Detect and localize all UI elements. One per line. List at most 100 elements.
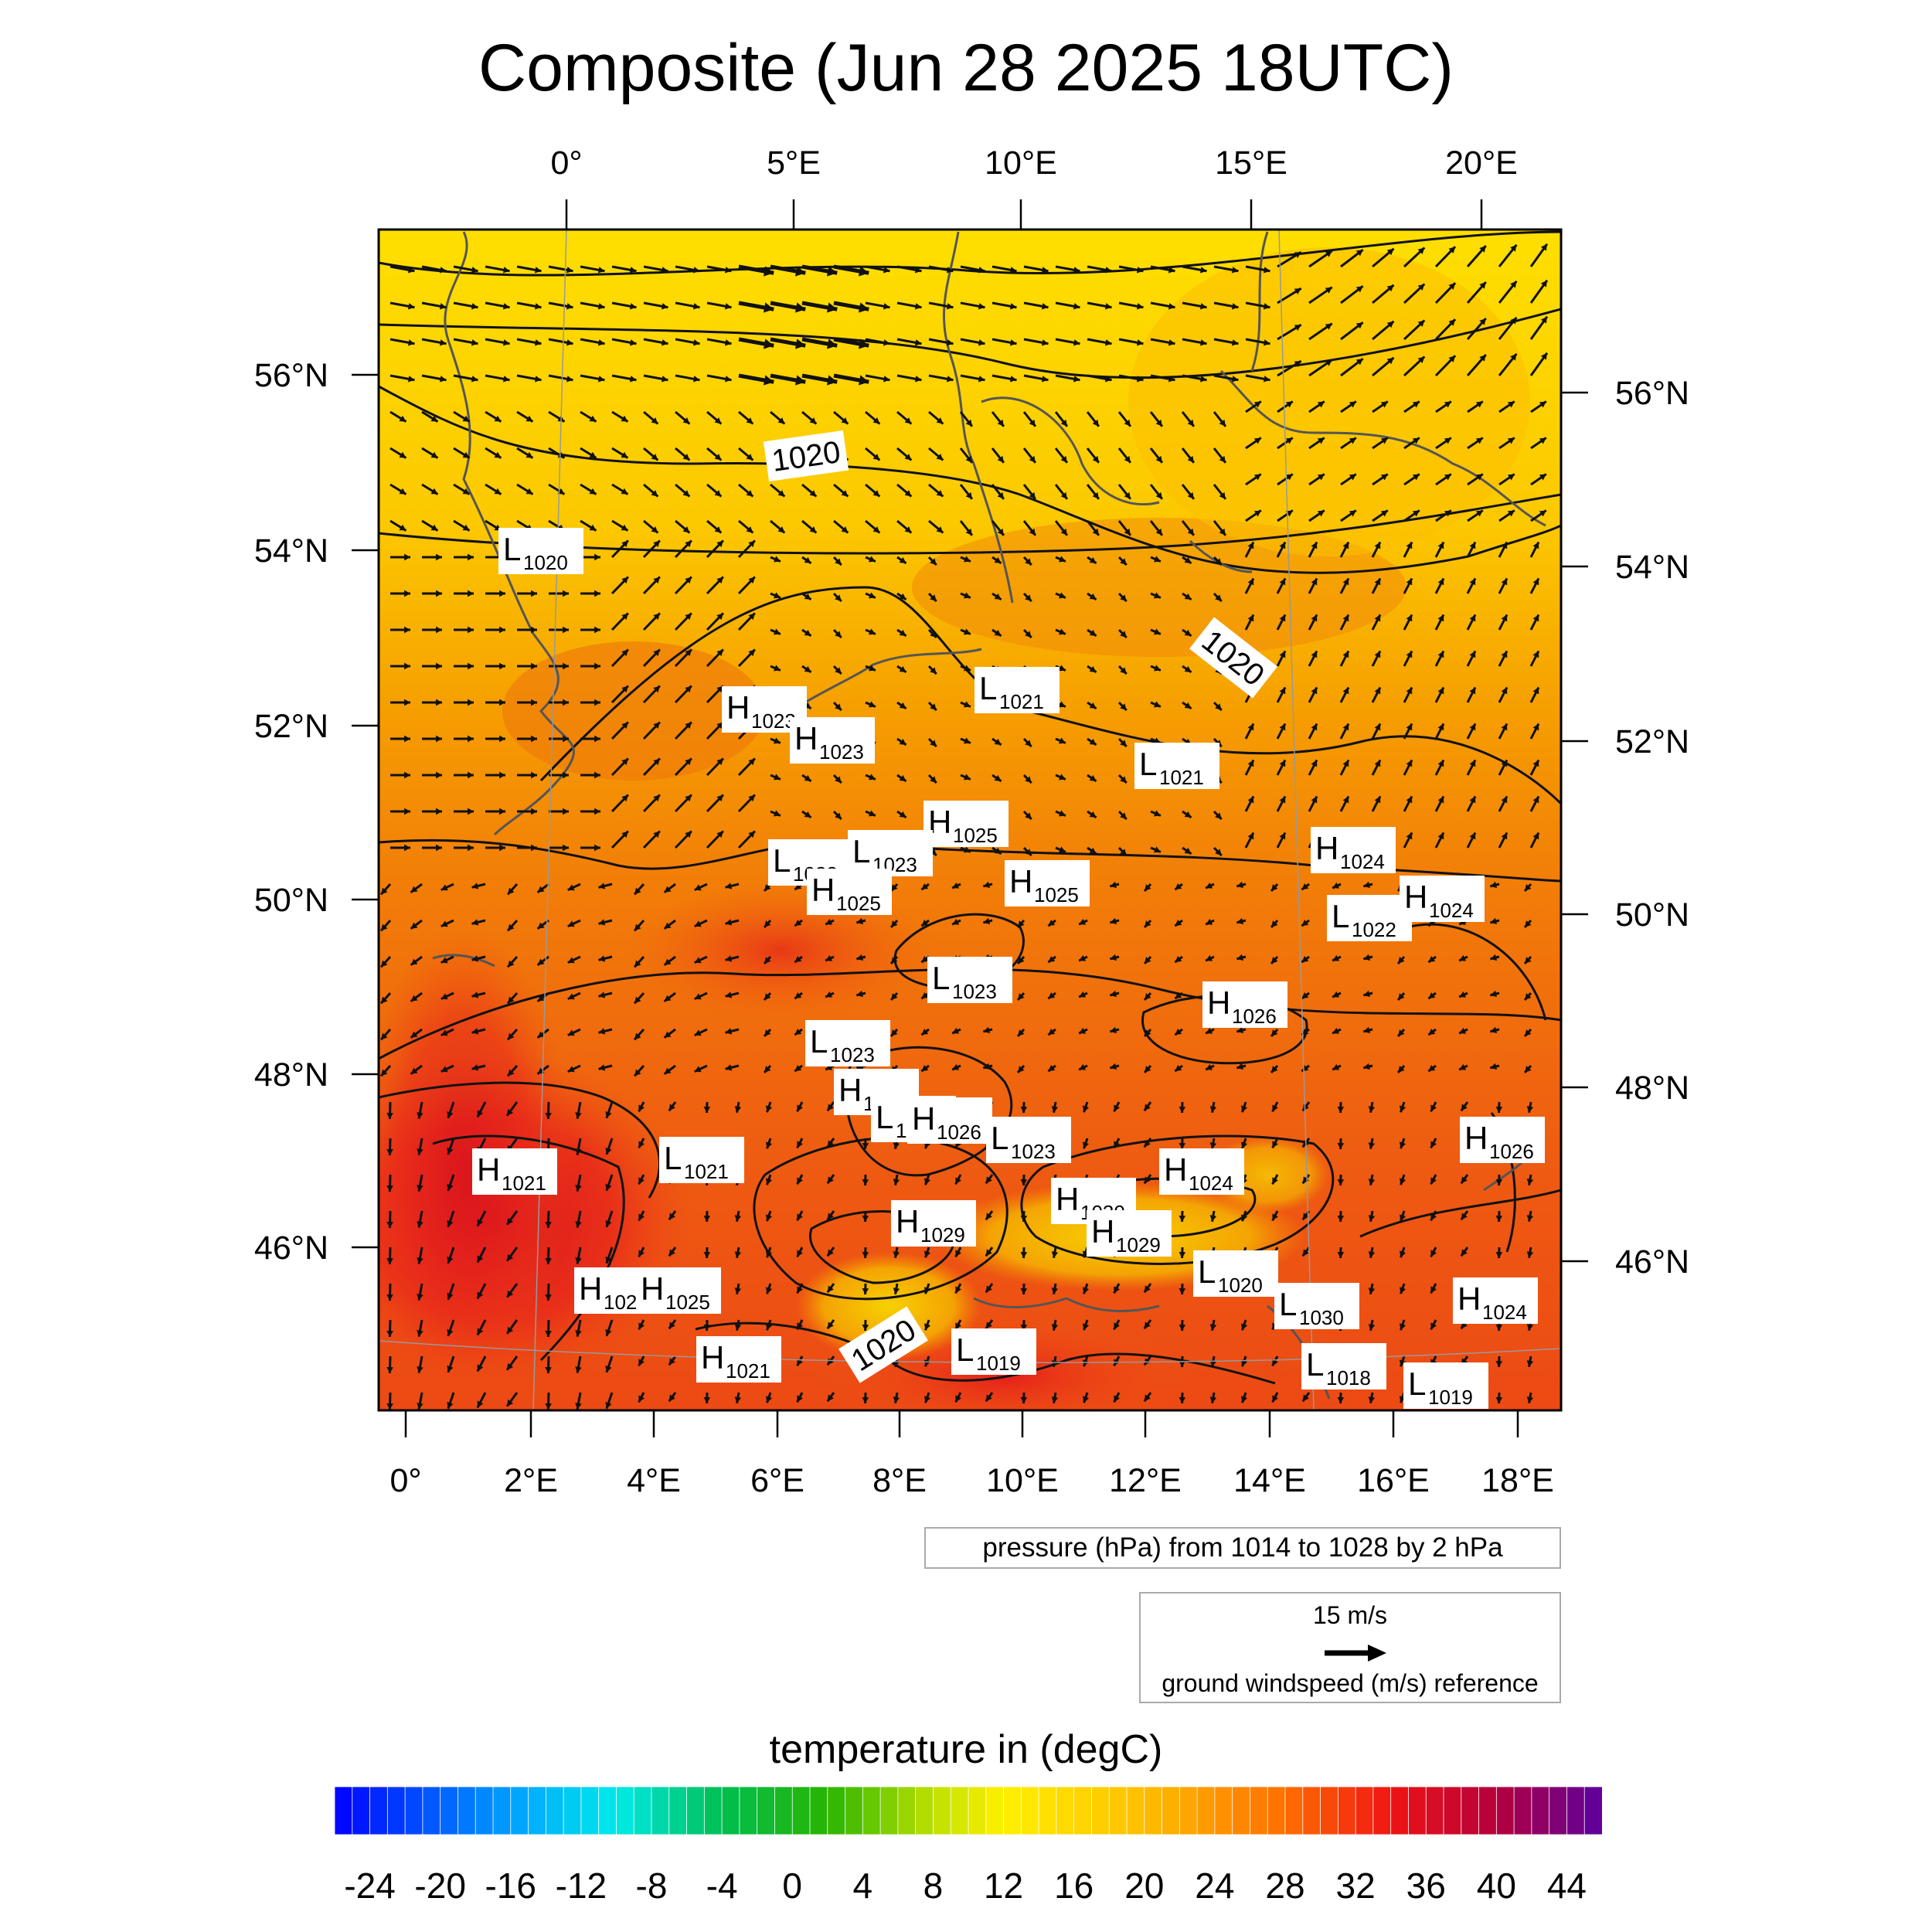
wind-arrowhead: [1279, 542, 1286, 549]
wind-arrowhead: [764, 1066, 771, 1073]
wind-arrowhead: [1398, 1066, 1405, 1073]
wind-arrowhead: [1368, 1396, 1376, 1403]
lat-label-right: 56°N: [1615, 375, 1689, 412]
wind-arrowhead: [694, 920, 702, 927]
wind-arrowhead: [597, 267, 605, 274]
wind-arrowhead: [1374, 651, 1381, 658]
wind-arrowhead: [893, 1287, 900, 1294]
wind-arrowhead: [1240, 1359, 1248, 1367]
wind-arrowhead: [777, 490, 785, 497]
wind-arrowhead: [891, 920, 898, 927]
wind-arrowhead: [404, 808, 410, 815]
wind-arrowhead: [963, 665, 971, 672]
wind-arrowhead: [477, 1291, 484, 1299]
wind-arrowhead: [1540, 352, 1547, 360]
wind-arrowhead: [765, 1214, 773, 1222]
wind-arrowhead: [1325, 323, 1332, 330]
wind-arrowhead: [985, 1321, 992, 1329]
wind-arrowhead: [1363, 954, 1371, 961]
wind-arrowhead: [1437, 796, 1444, 804]
wind-arrowhead: [575, 1185, 582, 1192]
wind-arrowhead: [1144, 1321, 1151, 1329]
wind-arrowhead: [1311, 687, 1318, 695]
wind-arrowhead: [856, 917, 864, 925]
wind-arrowhead: [1525, 1029, 1532, 1036]
wind-arrowhead: [1048, 992, 1056, 999]
colorbar-box: [668, 1787, 688, 1835]
wind-arrowhead: [621, 488, 628, 495]
wind-arrowhead: [1475, 401, 1483, 408]
wind-arrowhead: [507, 1362, 514, 1370]
lon-label-bottom: 6°E: [750, 1462, 804, 1499]
pressure-center-value: 102: [604, 1291, 637, 1314]
pressure-center-value: 1029: [920, 1223, 965, 1247]
colorbar-box: [915, 1787, 934, 1835]
wind-arrowhead: [439, 303, 447, 310]
wind-arrowhead: [716, 540, 723, 548]
wind-arrowhead: [1461, 1213, 1468, 1220]
colorbar-tick-label: 44: [1547, 1866, 1587, 1906]
pressure-center-type: L: [991, 1120, 1009, 1156]
wind-arrowhead: [858, 338, 869, 349]
colorbar-box: [845, 1787, 864, 1835]
wind-arrowhead: [1206, 918, 1213, 925]
wind-arrowhead: [436, 662, 442, 670]
colorbar-box: [633, 1787, 652, 1835]
wind-arrowhead: [955, 1395, 962, 1403]
wind-arrowhead: [621, 540, 628, 548]
wind-arrowhead: [664, 1067, 672, 1074]
wind-arrowhead: [1231, 303, 1239, 310]
wind-arrowhead: [891, 884, 898, 891]
wind-arrowhead: [1430, 1104, 1437, 1112]
wind-arrowhead: [1311, 651, 1318, 658]
wind-arrowhead: [1155, 492, 1162, 499]
wind-arrowhead: [621, 758, 628, 766]
wind-arrowhead: [1311, 542, 1318, 549]
wind-arrowhead: [1209, 1215, 1217, 1222]
wind-arrowhead: [1355, 250, 1363, 257]
lat-label-right: 48°N: [1615, 1070, 1689, 1107]
wind-arrowhead: [994, 847, 1002, 854]
wind-arrowhead: [621, 524, 628, 531]
wind-arrowhead: [1089, 593, 1097, 600]
wind-arrowhead: [537, 1031, 545, 1038]
wind-arrowhead: [1187, 528, 1194, 536]
wind-arrowhead: [447, 1183, 454, 1191]
wind-arrowhead: [794, 919, 802, 927]
wind-arrowhead: [994, 593, 1002, 600]
wind-arrowhead: [1417, 247, 1425, 255]
wind-arrowhead: [1469, 578, 1476, 586]
pressure-center-label: H 1024: [1453, 1277, 1538, 1324]
wind-arrowhead: [1009, 267, 1017, 274]
wind-arrowhead: [914, 339, 922, 346]
wind-arrowhead: [468, 844, 474, 852]
pressure-center-type: L: [1139, 746, 1157, 782]
pressure-center-type: L: [1306, 1346, 1324, 1383]
wind-arrowhead: [797, 1104, 804, 1112]
wind-arrowhead: [825, 1063, 833, 1070]
wind-arrowhead: [494, 415, 502, 422]
pressure-center-value: 1024: [1340, 850, 1385, 873]
wind-arrowhead: [1206, 882, 1213, 889]
wind-arrowhead: [952, 1063, 960, 1070]
wind-arrowhead: [1444, 474, 1451, 481]
wind-arrowhead: [983, 917, 991, 925]
wind-arrowhead: [921, 1064, 929, 1072]
wind-reference-label: ground windspeed (m/s) reference: [1162, 1669, 1539, 1697]
wind-arrowhead: [1374, 687, 1381, 695]
wind-arrowhead: [1020, 1106, 1028, 1113]
wind-arrowhead: [777, 417, 785, 424]
wind-arrowhead: [407, 339, 415, 346]
wind-arrowhead: [1060, 528, 1067, 536]
wind-arrowhead: [1175, 992, 1182, 999]
wind-arrowhead: [716, 722, 723, 730]
pressure-center-value: 1018: [1326, 1366, 1371, 1389]
wind-arrowhead: [436, 590, 442, 597]
wind-arrowhead: [862, 1324, 869, 1331]
wind-arrowhead: [668, 1104, 675, 1111]
wind-arrowhead: [1051, 1251, 1059, 1258]
wind-arrowhead: [797, 1213, 804, 1221]
